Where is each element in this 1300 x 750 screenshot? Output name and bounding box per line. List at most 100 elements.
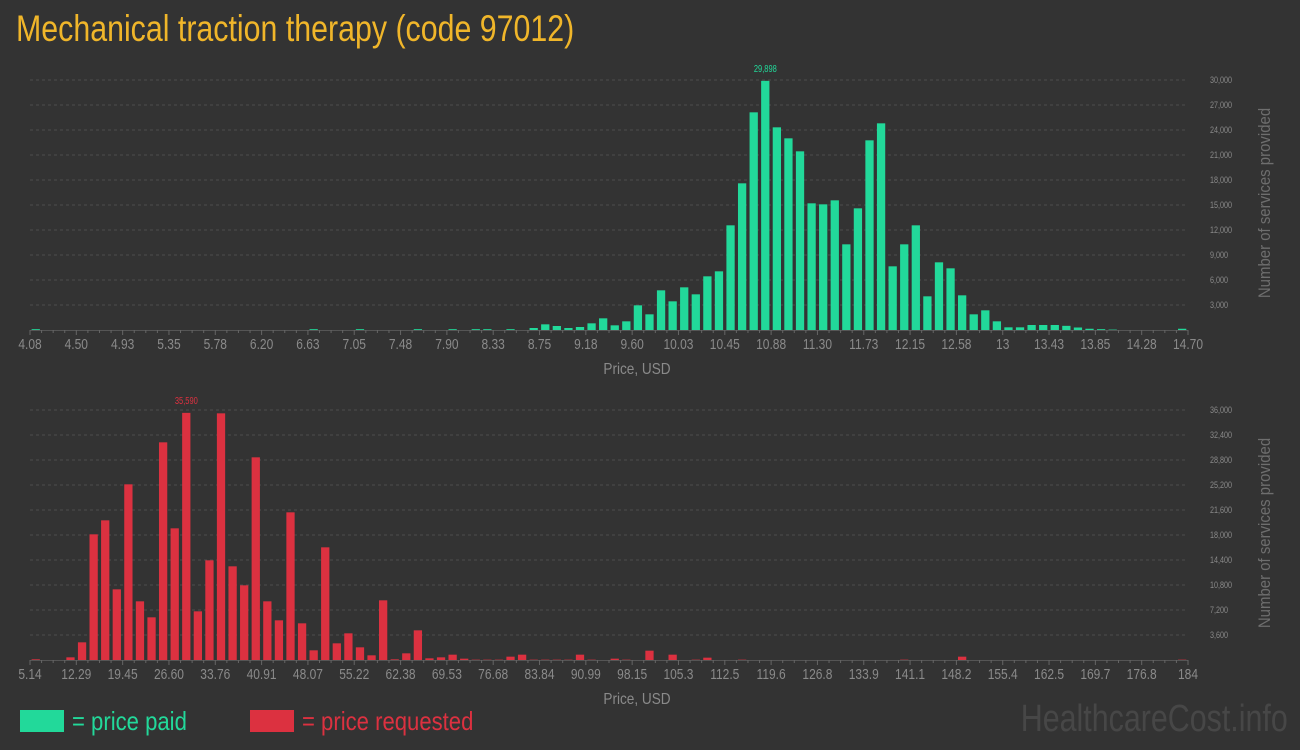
bar xyxy=(819,204,828,330)
x-tick-label: 7.90 xyxy=(435,336,459,353)
x-tick-label: 10.03 xyxy=(663,336,693,353)
bar xyxy=(112,589,121,660)
bar xyxy=(772,127,781,330)
bar xyxy=(622,321,631,330)
bar xyxy=(402,653,411,660)
bar xyxy=(1096,329,1106,331)
x-tick-label: 12.15 xyxy=(895,336,925,353)
x-tick-label: 9.60 xyxy=(620,336,644,353)
bar xyxy=(89,534,98,660)
chart-paid: 3,000 6,000 9,000 12,000 15,000 18,000 21,000 2… xyxy=(18,63,1274,379)
x-tick-label: 33.76 xyxy=(200,666,230,683)
x-tick-label: 13.43 xyxy=(1034,336,1064,353)
bar xyxy=(1039,325,1048,330)
bar xyxy=(240,585,249,660)
bar xyxy=(413,329,423,331)
x-axis-title: Price, USD xyxy=(603,691,670,708)
bar xyxy=(541,324,550,330)
bar xyxy=(135,601,145,660)
bar xyxy=(460,658,469,660)
y-tick-label: 18,000 xyxy=(1210,530,1232,540)
bar xyxy=(286,512,295,660)
x-tick-label: 184 xyxy=(1178,666,1198,683)
bar xyxy=(321,547,330,660)
y-tick-label: 9,000 xyxy=(1210,250,1228,260)
bar xyxy=(1062,325,1071,330)
x-tick-label: 5.14 xyxy=(18,666,42,683)
x-tick-label: 10.88 xyxy=(756,336,786,353)
y-tick-label: 6,000 xyxy=(1210,275,1228,285)
y-axis-title: Number of services provided xyxy=(1256,438,1274,628)
x-tick-label: 10.45 xyxy=(710,336,740,353)
x-tick-label: 12.58 xyxy=(941,336,971,353)
bar xyxy=(865,140,874,330)
bar xyxy=(297,623,307,660)
x-tick-label: 155.4 xyxy=(988,666,1018,683)
bar xyxy=(645,314,654,330)
bar xyxy=(448,329,457,331)
bar xyxy=(1085,328,1094,330)
x-tick-label: 169.7 xyxy=(1080,666,1110,683)
bar xyxy=(158,442,168,660)
bar xyxy=(31,329,40,331)
x-tick-label: 7.05 xyxy=(343,336,366,353)
bar xyxy=(656,290,666,330)
bar xyxy=(31,659,40,661)
bar xyxy=(842,244,851,330)
y-tick-label: 25,200 xyxy=(1210,480,1232,490)
bar xyxy=(332,643,341,660)
x-tick-label: 90.99 xyxy=(571,666,601,683)
page-title: Mechanical traction therapy (code 97012) xyxy=(16,8,575,49)
bar xyxy=(251,457,260,660)
bar xyxy=(529,328,538,330)
bar xyxy=(425,658,434,660)
x-axis-title: Price, USD xyxy=(603,361,670,378)
y-tick-label: 28,800 xyxy=(1210,455,1232,465)
x-tick-label: 4.50 xyxy=(65,336,89,353)
bar xyxy=(147,617,156,660)
x-tick-label: 148.2 xyxy=(941,666,971,683)
x-tick-label: 8.75 xyxy=(528,336,551,353)
bar xyxy=(645,650,654,660)
bar xyxy=(448,654,457,660)
bar xyxy=(575,327,585,330)
bar xyxy=(714,271,724,330)
legend-label-requested: = price requested xyxy=(302,705,474,736)
bar xyxy=(390,659,399,661)
bar xyxy=(587,323,596,330)
peak-value-label: 29,898 xyxy=(754,63,777,74)
y-tick-label: 14,400 xyxy=(1210,555,1232,565)
x-tick-label: 176.8 xyxy=(1127,666,1157,683)
bar xyxy=(506,656,515,660)
x-tick-label: 19.45 xyxy=(108,666,138,683)
bar xyxy=(1027,325,1036,330)
x-tick-label: 9.18 xyxy=(574,336,597,353)
x-tick-label: 13.85 xyxy=(1080,336,1110,353)
legend-item-paid: = price paid xyxy=(20,706,207,736)
x-tick-label: 4.93 xyxy=(111,336,134,353)
x-tick-label: 105.3 xyxy=(663,666,693,683)
x-tick-label: 69.53 xyxy=(432,666,462,683)
bar xyxy=(124,484,133,660)
x-tick-label: 11.30 xyxy=(803,336,833,353)
bar xyxy=(599,318,608,330)
bar xyxy=(413,630,423,660)
x-tick-label: 48.07 xyxy=(293,666,323,683)
x-tick-label: 11.73 xyxy=(849,336,878,353)
bar xyxy=(900,244,909,330)
x-tick-label: 4.08 xyxy=(18,336,41,353)
bar xyxy=(610,325,619,330)
bar xyxy=(1050,325,1059,330)
bar xyxy=(263,601,272,660)
x-tick-label: 119.6 xyxy=(757,666,786,683)
bar xyxy=(726,225,735,330)
x-tick-label: 133.9 xyxy=(849,666,879,683)
bar xyxy=(170,528,179,660)
legend-swatch-requested xyxy=(250,710,294,732)
bar xyxy=(992,321,1002,330)
x-tick-label: 76.68 xyxy=(478,666,508,683)
peak-value-label: 35,590 xyxy=(175,395,198,406)
bar xyxy=(911,225,920,330)
bar xyxy=(807,203,816,330)
